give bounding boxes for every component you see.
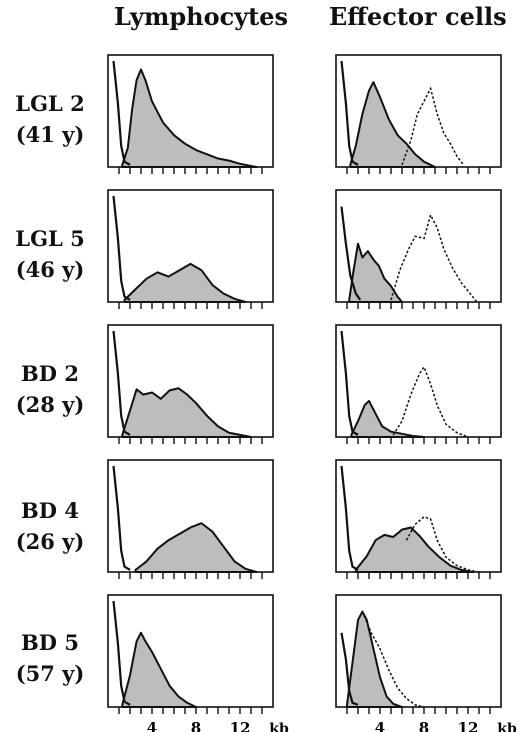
histogram-panel (335, 54, 502, 174)
histogram-panel (107, 459, 274, 579)
filled-histogram (346, 610, 403, 708)
marker-curve (112, 195, 131, 301)
x-tick-label: 4 (375, 719, 385, 732)
row-name: LGL 2 (15, 91, 85, 116)
column-header-effector-cells: Effector cells (329, 2, 507, 31)
row-name: BD 2 (21, 361, 79, 386)
filled-histogram (134, 522, 258, 573)
x-tick-label: 12 (458, 719, 479, 732)
column-header-lymphocytes: Lymphocytes (114, 2, 289, 31)
row-label-2: LGL 5 (46 y) (0, 223, 100, 285)
dotted-curve (401, 86, 465, 166)
row-name: BD 5 (21, 630, 79, 655)
x-axis-unit-label: kb (497, 721, 517, 732)
row-age: (41 y) (15, 122, 85, 147)
dotted-curve (405, 516, 480, 573)
histogram-panel (335, 459, 502, 579)
histogram-panel (107, 189, 274, 309)
filled-histogram (354, 526, 474, 573)
filled-histogram (123, 262, 247, 303)
marker-curve (112, 60, 131, 166)
x-tick-label: 4 (147, 719, 157, 732)
row-age: (46 y) (15, 257, 85, 282)
dotted-curve (361, 611, 425, 708)
filled-histogram (348, 242, 403, 303)
histogram-panel (107, 324, 274, 444)
marker-curve (112, 330, 131, 436)
row-name: BD 4 (21, 498, 79, 523)
histogram-panel (335, 189, 502, 309)
histogram-panel (107, 54, 274, 174)
histogram-panel (335, 324, 502, 444)
marker-curve (340, 465, 359, 571)
row-name: LGL 5 (15, 226, 85, 251)
row-label-5: BD 5 (57 y) (0, 627, 100, 689)
row-label-3: BD 2 (28 y) (0, 358, 100, 420)
marker-curve (112, 465, 131, 571)
dotted-curve (390, 213, 478, 303)
x-tick-label: 12 (230, 719, 251, 732)
x-axis-unit-label: kb (269, 721, 289, 732)
marker-curve (340, 330, 359, 436)
filled-histogram (350, 399, 425, 438)
marker-curve (340, 60, 359, 166)
filled-histogram (121, 68, 258, 168)
marker-curve (340, 206, 362, 301)
marker-curve (112, 600, 131, 706)
x-tick-label: 8 (419, 719, 429, 732)
row-label-1: LGL 2 (41 y) (0, 88, 100, 150)
row-label-4: BD 4 (26 y) (0, 495, 100, 557)
marker-curve (340, 632, 359, 706)
filled-histogram (121, 631, 197, 708)
filled-histogram (349, 81, 436, 168)
filled-histogram (121, 387, 252, 438)
row-age: (26 y) (15, 529, 85, 554)
row-age: (57 y) (15, 661, 85, 686)
x-tick-label: 8 (191, 719, 201, 732)
histogram-panel: 4 8 12 kb (107, 594, 289, 732)
histogram-panel: 4 8 12 kb (335, 594, 517, 732)
row-age: (28 y) (15, 392, 85, 417)
